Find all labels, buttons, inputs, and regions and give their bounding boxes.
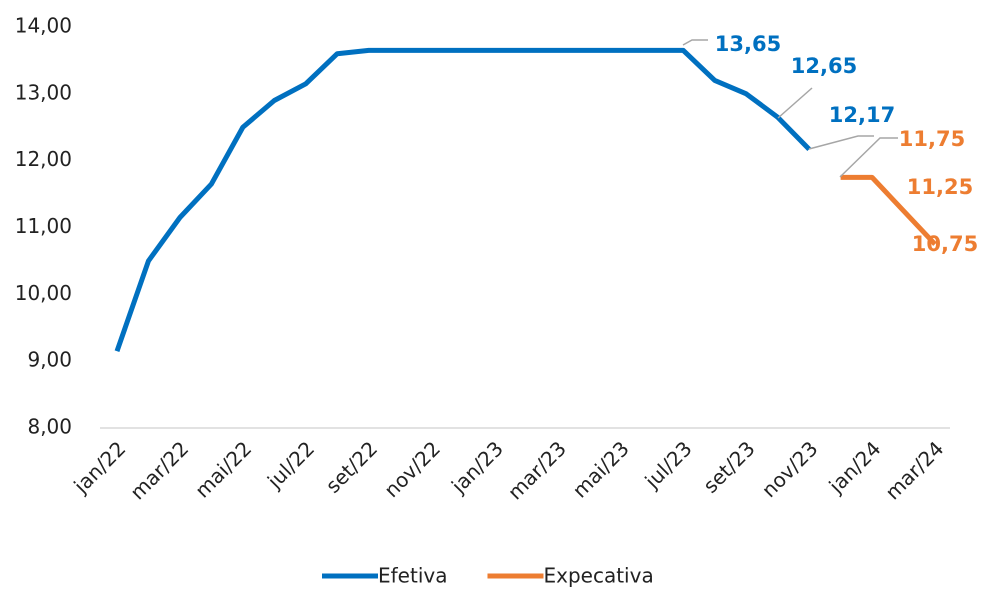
y-tick-label: 14,00: [15, 14, 72, 38]
x-tick-label: nov/23: [757, 436, 823, 502]
y-tick-label: 13,00: [15, 80, 72, 104]
x-tick-label: jul/22: [262, 436, 319, 493]
x-tick-label: mai/23: [568, 436, 634, 502]
data-label: 12,65: [791, 54, 857, 78]
x-tick-label: jul/23: [639, 436, 696, 493]
legend-label: Efetiva: [378, 564, 447, 588]
legend-label: Expecativa: [543, 564, 653, 588]
data-label: 11,25: [907, 175, 973, 199]
y-tick-label: 12,00: [15, 147, 72, 171]
x-tick-label: nov/22: [379, 436, 445, 502]
x-tick-label: mar/22: [125, 436, 193, 504]
x-tick-label: mar/23: [503, 436, 571, 504]
data-label: 12,17: [829, 103, 895, 127]
data-label: 10,75: [912, 232, 978, 256]
y-tick-label: 10,00: [15, 281, 72, 305]
leader-line: [839, 137, 898, 178]
data-label: 11,75: [899, 127, 965, 151]
leader-line: [777, 87, 813, 119]
leader-line: [808, 135, 874, 150]
x-tick-label: mar/24: [880, 436, 948, 504]
x-tick-label: mai/22: [190, 436, 256, 502]
data-label: 13,65: [715, 32, 781, 56]
line: [114, 47, 811, 352]
y-tick-label: 8,00: [27, 415, 72, 439]
y-tick-label: 9,00: [27, 348, 72, 372]
x-tick-label: set/23: [698, 436, 759, 497]
x-tick-label: jan/22: [68, 436, 130, 498]
x-tick-label: jan/24: [823, 436, 885, 498]
y-tick-label: 11,00: [15, 214, 72, 238]
x-tick-label: jan/23: [446, 436, 508, 498]
x-tick-label: set/22: [321, 436, 382, 497]
leader-line: [682, 39, 708, 46]
line: [840, 174, 937, 246]
